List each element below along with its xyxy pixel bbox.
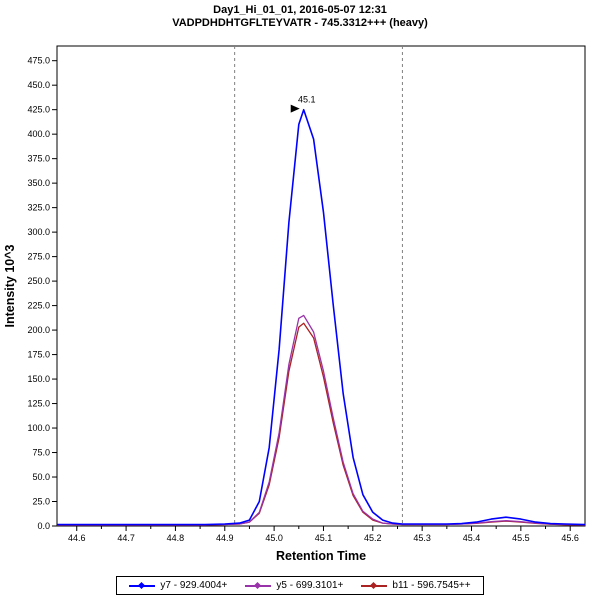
y-tick-label: 350.0 (27, 178, 50, 188)
legend-item-y5[interactable]: y5 - 699.3101+ (245, 580, 343, 591)
y-tick-label: 150.0 (27, 374, 50, 384)
legend-item-b11[interactable]: b11 - 596.7545++ (361, 580, 471, 591)
y-tick-label: 200.0 (27, 325, 50, 335)
y-tick-label: 300.0 (27, 227, 50, 237)
series-line-2 (57, 322, 586, 526)
legend-box: y7 - 929.4004+ y5 - 699.3101+ b11 - 596.… (116, 576, 484, 595)
y-tick-label: 125.0 (27, 399, 50, 409)
chart-title: Day1_Hi_01_01, 2016-05-07 12:31 (213, 4, 387, 16)
legend-label-y7: y7 - 929.4004+ (160, 580, 228, 591)
x-tick-label: 45.5 (512, 533, 530, 543)
peak-rt-annotation: 45.1 (298, 95, 316, 105)
x-axis-label: Retention Time (276, 549, 366, 563)
x-tick-label: 45.2 (364, 533, 382, 543)
chromatogram-plot[interactable]: 0.0 25.0 50.0 75.0 100.0 125.0 150.0 175.0 200.0… (0, 34, 600, 574)
x-tick-label: 44.7 (117, 533, 135, 543)
y-tick-label: 475.0 (27, 56, 50, 66)
y-tick-label: 275.0 (27, 252, 50, 262)
series-swatch-b11 (361, 581, 388, 590)
chart-subtitle: VADPDHDHTGFLTEYVATR - 745.3312+++ (heavy… (172, 17, 428, 29)
y-tick-label: 225.0 (27, 301, 50, 311)
y-axis-label: Intensity 10^3 (3, 244, 17, 327)
peak-arrow-icon (290, 104, 300, 113)
y-tick-label: 175.0 (27, 350, 50, 360)
legend-label-y5: y5 - 699.3101+ (276, 580, 344, 591)
x-tick-label: 45.3 (413, 533, 431, 543)
x-tick-label: 45.1 (315, 533, 333, 543)
series-line-1 (57, 314, 586, 526)
legend-label-b11: b11 - 596.7545++ (392, 580, 471, 591)
legend: y7 - 929.4004+ y5 - 699.3101+ b11 - 596.… (0, 576, 600, 595)
series-swatch-y7 (129, 581, 156, 590)
y-tick-label: 450.0 (27, 80, 50, 90)
y-tick-label: 425.0 (27, 105, 50, 115)
y-tick-label: 400.0 (27, 129, 50, 139)
x-tick-label: 45.0 (265, 533, 283, 543)
series-marker-icon (138, 581, 146, 590)
series-marker-icon (254, 581, 262, 590)
series-marker-icon (370, 581, 378, 590)
y-tick-label: 50.0 (32, 472, 50, 482)
series-swatch-y5 (245, 581, 272, 590)
x-tick-label: 45.6 (561, 533, 579, 543)
x-tick-label: 44.8 (167, 533, 185, 543)
plot-border (56, 45, 586, 527)
x-tick-label: 44.9 (216, 533, 234, 543)
y-tick-label: 375.0 (27, 154, 50, 164)
y-tick-label: 250.0 (27, 276, 50, 286)
y-tick-label: 25.0 (32, 497, 50, 507)
y-tick-label: 0.0 (37, 521, 50, 531)
y-tick-label: 325.0 (27, 203, 50, 213)
y-tick-label: 100.0 (27, 423, 50, 433)
legend-item-y7[interactable]: y7 - 929.4004+ (129, 580, 227, 591)
x-tick-label: 44.6 (68, 533, 86, 543)
series-line-0 (57, 108, 586, 526)
y-tick-label: 75.0 (32, 448, 50, 458)
x-tick-label: 45.4 (463, 533, 481, 543)
